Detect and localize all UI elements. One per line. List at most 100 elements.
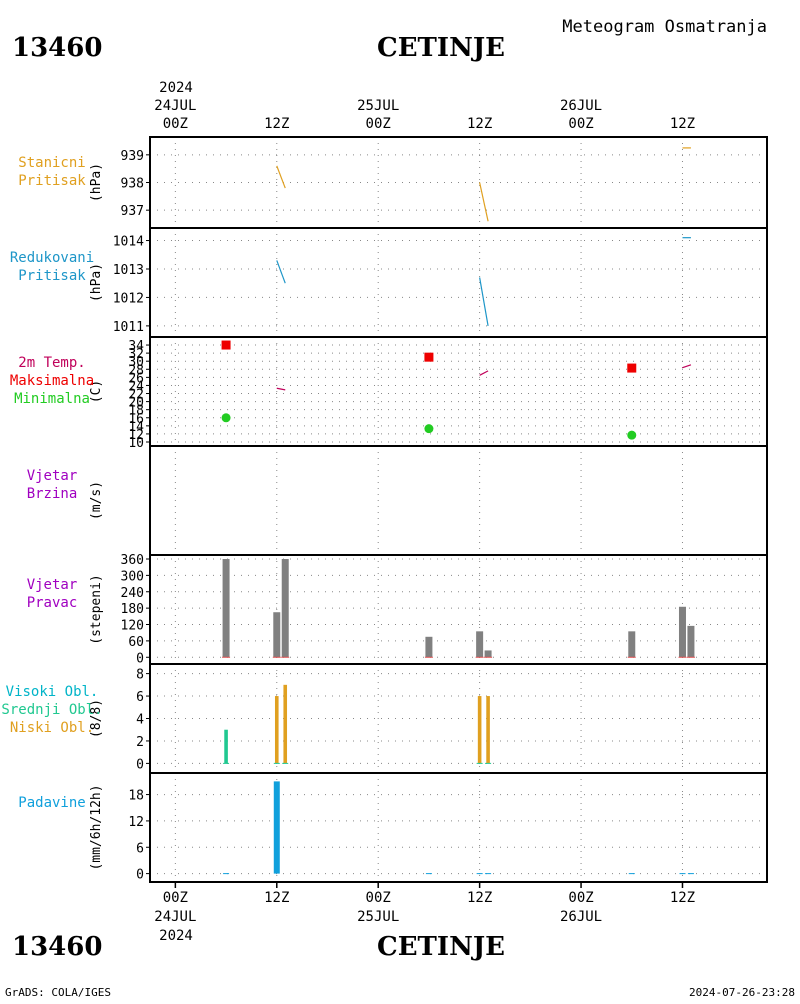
panel-label: Redukovani <box>10 250 94 266</box>
y-tick-label: 34 <box>128 339 144 354</box>
panel-label: Brzina <box>27 486 78 502</box>
y-axis-label: (stepeni) <box>89 574 104 644</box>
min-temp-point <box>424 424 434 434</box>
panel-label: Pritisak <box>18 268 86 284</box>
y-tick-label: 937 <box>121 204 144 219</box>
y-tick-label: 60 <box>128 635 144 650</box>
y-axis-label: (hPa) <box>89 263 104 302</box>
max-temp-point <box>627 363 637 373</box>
top-hour-label: 00Z <box>163 116 188 132</box>
min-temp-point <box>627 430 637 440</box>
y-tick-label: 0 <box>136 651 144 666</box>
top-hour-label: 00Z <box>568 116 593 132</box>
y-tick-label: 18 <box>128 404 144 419</box>
y-tick-label: 28 <box>128 363 144 378</box>
panel-label: Pravac <box>27 595 78 611</box>
y-tick-label: 1011 <box>113 320 144 335</box>
panel-label: Padavine <box>18 795 85 811</box>
panel-label: Vjetar <box>27 468 78 484</box>
cloud-low-bar <box>486 696 490 764</box>
top-year-label: 2024 <box>159 80 193 96</box>
y-tick-label: 938 <box>121 177 144 192</box>
y-axis-label: (m/s) <box>89 481 104 520</box>
top-hour-label: 12Z <box>467 116 492 132</box>
top-hour-label: 12Z <box>670 116 695 132</box>
y-tick-label: 12 <box>128 815 144 830</box>
panel-precipitation: 0 6 12 18 (mm/6h/12h) Padavine <box>18 772 768 883</box>
timestamp-label: 2024-07-26-23:28 <box>689 986 795 999</box>
y-axis-label: (C) <box>89 380 104 403</box>
panels: 937938939(hPa)StanicniPritisak1011101210… <box>1 136 768 883</box>
credit-label: GrADS: COLA/IGES <box>5 986 111 999</box>
top-hour-label: 12Z <box>264 116 289 132</box>
min-temp-point <box>221 413 231 423</box>
cloud-low-bar <box>283 684 288 764</box>
wind-direction-bar <box>425 636 433 658</box>
bottom-hour-label: 00Z <box>163 890 188 906</box>
bottom-hour-label: 12Z <box>467 890 492 906</box>
y-tick-label: 120 <box>121 619 144 634</box>
y-axis-label: (hPa) <box>89 163 104 202</box>
meteogram-title: Meteogram Osmatranja <box>562 17 767 37</box>
panel-label: 2m Temp. <box>18 355 85 371</box>
y-tick-label: 2 <box>136 735 144 750</box>
panel-label: Srednji Obl. <box>1 702 102 718</box>
y-axis-label: (8/8) <box>89 699 104 738</box>
panel-label: Maksimalna <box>10 373 94 389</box>
wind-direction-bar <box>678 606 686 658</box>
y-tick-label: 14 <box>128 420 144 435</box>
bottom-date-label: 25JUL <box>357 909 399 925</box>
wind-direction-bar <box>281 559 289 658</box>
bottom-date-label: 24JUL <box>154 909 196 925</box>
y-tick-label: 180 <box>121 602 144 617</box>
top-date-label: 25JUL <box>357 98 399 114</box>
y-tick-label: 24 <box>128 379 144 394</box>
y-tick-label: 6 <box>136 690 144 705</box>
max-temp-point <box>424 352 434 362</box>
panel-reduced_pressure: 1011 1012 1013 1014 (hPa)Redukovani Pritisak <box>10 227 768 338</box>
y-tick-label: 32 <box>128 347 144 362</box>
y-tick-label: 6 <box>136 841 144 856</box>
y-axis-label: (mm/6h/12h) <box>89 784 104 870</box>
y-tick-label: 8 <box>136 668 144 683</box>
cloud-mid-bar <box>224 729 228 764</box>
footer-station-id: 13460 <box>12 932 102 962</box>
wind-direction-bar <box>222 559 230 658</box>
wind-direction-bar <box>273 612 281 658</box>
y-tick-label: 18 <box>128 789 144 804</box>
pressure-line <box>276 260 286 284</box>
panel-label: Niski Obl. <box>10 720 94 736</box>
panel-label: Minimalna <box>14 391 90 407</box>
temperature-line <box>276 387 286 391</box>
top-date-label: 26JUL <box>560 98 602 114</box>
precipitation-bar <box>273 781 280 874</box>
pressure-line <box>479 182 489 222</box>
station-id: 13460 <box>12 33 102 63</box>
y-tick-label: 0 <box>136 757 144 772</box>
y-tick-label: 16 <box>128 412 144 427</box>
y-tick-label: 26 <box>128 371 144 386</box>
y-tick-label: 1012 <box>113 291 144 306</box>
panel-clouds: 0 2 4 6 8 (8/8)Visoki Obl. Srednji Obl. Niski O… <box>1 663 768 774</box>
bottom-date-label: 26JUL <box>560 909 602 925</box>
y-tick-label: 22 <box>128 388 144 403</box>
y-tick-label: 1014 <box>113 235 144 250</box>
y-tick-label: 1013 <box>113 263 144 278</box>
footer-station-name: CETINJE <box>377 932 505 962</box>
bottom-year-label: 2024 <box>159 928 193 944</box>
y-tick-label: 939 <box>121 149 144 164</box>
y-tick-label: 4 <box>136 713 144 728</box>
y-tick-label: 0 <box>136 868 144 883</box>
panel-label: Pritisak <box>18 173 86 189</box>
panel-label: Stanicni <box>18 155 85 171</box>
y-tick-label: 12 <box>128 428 144 443</box>
panel-label: Vjetar <box>27 577 78 593</box>
wind-direction-bar <box>687 625 695 658</box>
bottom-hour-label: 00Z <box>366 890 391 906</box>
y-tick-label: 30 <box>128 355 144 370</box>
wind-direction-bar <box>484 650 492 658</box>
bottom-hour-label: 00Z <box>568 890 593 906</box>
